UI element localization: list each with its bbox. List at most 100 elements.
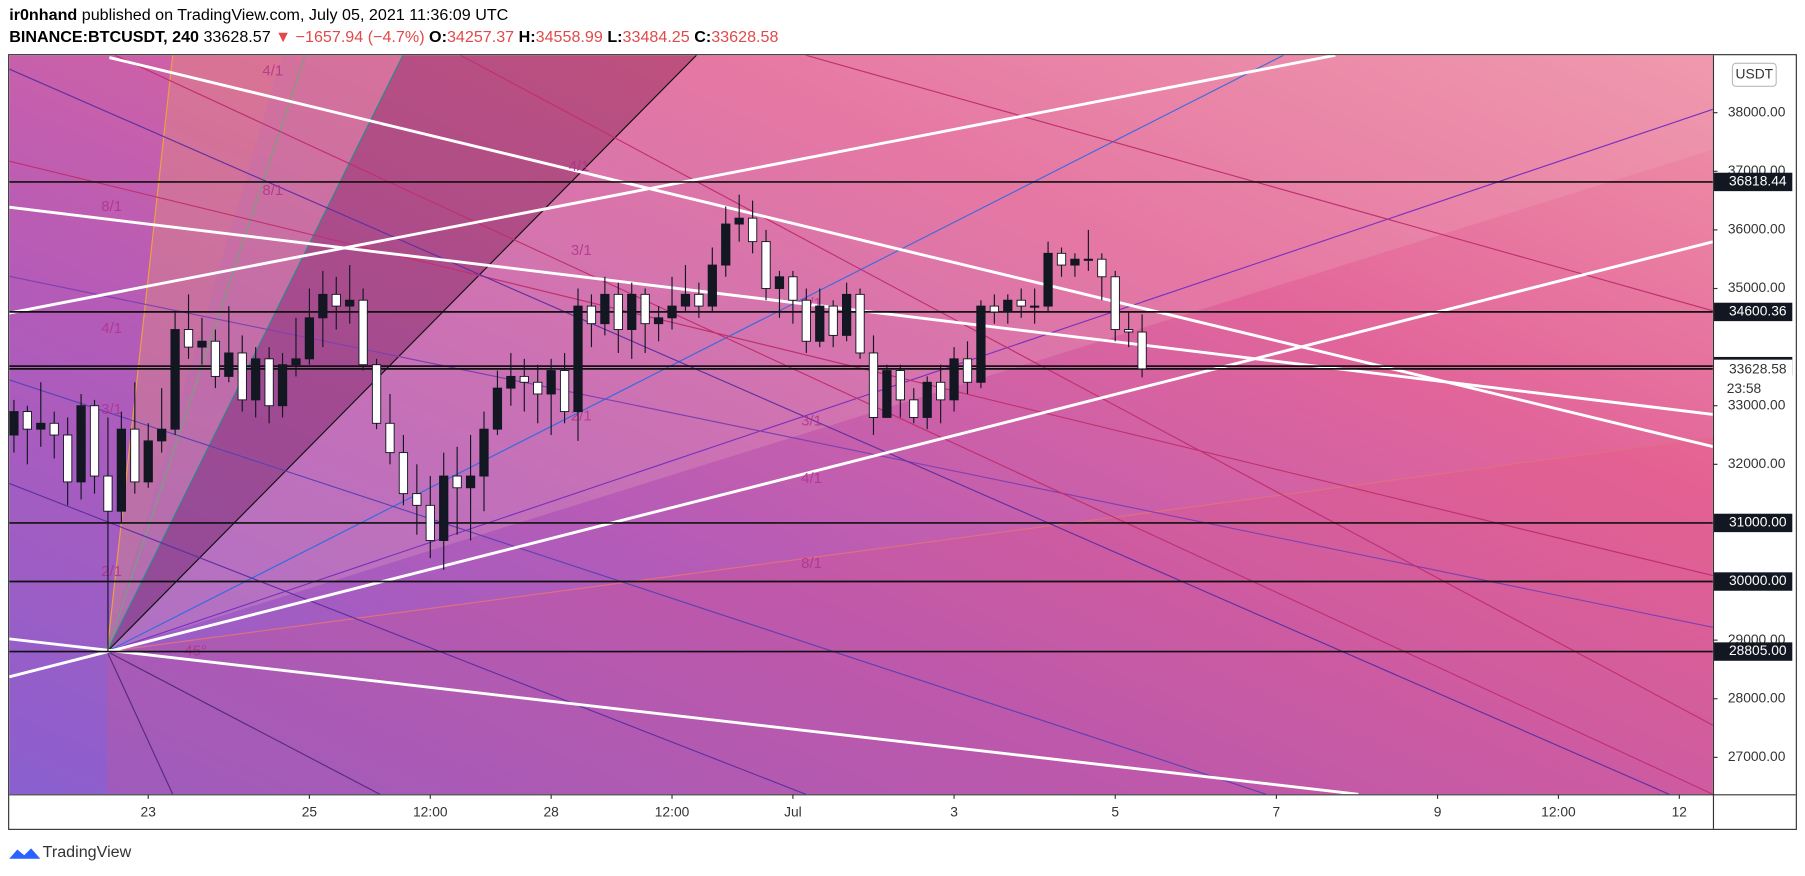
y-tick-label: 35000.00 [1728, 279, 1786, 295]
candle-body [157, 428, 167, 442]
countdown: 23:58 [1727, 380, 1762, 396]
candle-body [1110, 276, 1120, 330]
candle-body [291, 358, 301, 366]
candle-body [358, 299, 368, 366]
candle-body [1097, 258, 1107, 278]
fan-zone [107, 55, 283, 652]
candle-body [9, 411, 19, 436]
fan-line [106, 651, 381, 795]
candle-body [707, 264, 717, 307]
candle-body [183, 329, 194, 348]
candle-body [465, 475, 476, 489]
fan-line [106, 55, 697, 652]
fan-label: 2/1 [101, 563, 122, 580]
level-box [1714, 513, 1793, 533]
candle-body [479, 428, 489, 477]
y-tick-label: 33000.00 [1728, 396, 1786, 412]
fan-label: 4/1 [801, 470, 822, 487]
x-tick-label: 23 [141, 803, 157, 819]
axes: 38000.0037000.0036000.0035000.0033000.00… [141, 103, 1793, 819]
candle-body [600, 293, 610, 325]
fan-zone [107, 437, 1713, 795]
x-tick-label: 12:00 [655, 803, 690, 819]
fan-label: 8/1 [101, 198, 122, 215]
candle-body [922, 381, 932, 418]
l-label: L: [607, 28, 622, 46]
candle-body [89, 405, 100, 477]
candle-body [882, 370, 892, 418]
candle-body [976, 305, 986, 383]
y-tick-label: 32000.00 [1728, 455, 1786, 471]
candle-body [721, 223, 731, 266]
unit: USDT [1736, 65, 1774, 81]
candle-body [895, 370, 905, 401]
last: 33628.57 [203, 28, 270, 46]
level-label: 28805.00 [1729, 642, 1787, 658]
candle-body [251, 358, 261, 401]
fan-line [9, 482, 807, 795]
y-tick-label: 27000.00 [1728, 748, 1786, 764]
level-box [1714, 642, 1793, 661]
candle-body [855, 293, 865, 354]
candle-body [559, 370, 570, 413]
candle-body [371, 364, 382, 424]
x-tick-label: 9 [1434, 803, 1442, 819]
brand: TradingView [43, 843, 132, 861]
y-tick-label: 36000.00 [1728, 221, 1786, 237]
candle-body [573, 305, 583, 413]
candle-body [49, 422, 59, 436]
candle-body [774, 276, 785, 289]
candle-body [439, 475, 449, 541]
candle-body [546, 370, 556, 395]
symbol-line: BINANCE:BTCUSDT, 240 33628.57 ▼ −1657.94… [9, 28, 778, 46]
candle-body [627, 293, 637, 330]
candle-body [640, 293, 650, 325]
y-tick-label: 38000.00 [1728, 103, 1786, 119]
candle-body [385, 422, 395, 454]
candle-body [1056, 252, 1067, 266]
fan-line [9, 379, 1267, 795]
fan-line [9, 68, 1670, 795]
candle-body [1043, 252, 1053, 307]
fan-line [106, 55, 306, 652]
candle-body [586, 305, 597, 325]
candle-body [747, 217, 758, 243]
candle-body [1030, 305, 1040, 308]
x-tick-label: 5 [1111, 803, 1119, 819]
trend-line [9, 55, 1336, 315]
candle-body [989, 305, 999, 313]
trend-line [9, 240, 1713, 679]
x-tick-label: 7 [1273, 803, 1281, 819]
candle-body [116, 428, 127, 512]
candle-body [761, 241, 771, 289]
level-label: 30000.00 [1729, 572, 1787, 588]
last-price-label: 33628.58 [1729, 361, 1787, 377]
candle-body [304, 317, 315, 360]
fan-line [106, 55, 1284, 653]
fan-lines [9, 55, 1713, 795]
candle-body [36, 422, 46, 430]
publisher: ir0nhand [9, 6, 77, 24]
candle-body [949, 358, 959, 401]
candle-body [519, 375, 529, 383]
candle-body [613, 293, 623, 330]
candle-body [1083, 258, 1093, 261]
fan-label: 8/1 [801, 555, 822, 572]
level-label: 36818.44 [1729, 173, 1787, 189]
candle-body [143, 440, 153, 483]
fan-label: 4/1 [569, 158, 590, 175]
change: ▼ −1657.94 (−4.7%) [275, 28, 424, 46]
fan-zone [107, 55, 1713, 652]
fan-line [106, 651, 174, 795]
candle-body [103, 475, 113, 512]
h-label: H: [519, 28, 536, 46]
level-box [1714, 572, 1793, 591]
candle-body [533, 381, 543, 395]
fan-label: 8/1 [262, 182, 283, 199]
candle-body [1003, 299, 1013, 313]
drawings: 4/14/18/18/13/14/11/13/1 2/1 3/14/12/145°8… [9, 55, 1713, 795]
x-tick-label: Jul [784, 803, 802, 819]
candle-body [224, 352, 234, 377]
symbol: BINANCE:BTCUSDT, 240 [9, 28, 199, 46]
candle-body [801, 299, 811, 342]
